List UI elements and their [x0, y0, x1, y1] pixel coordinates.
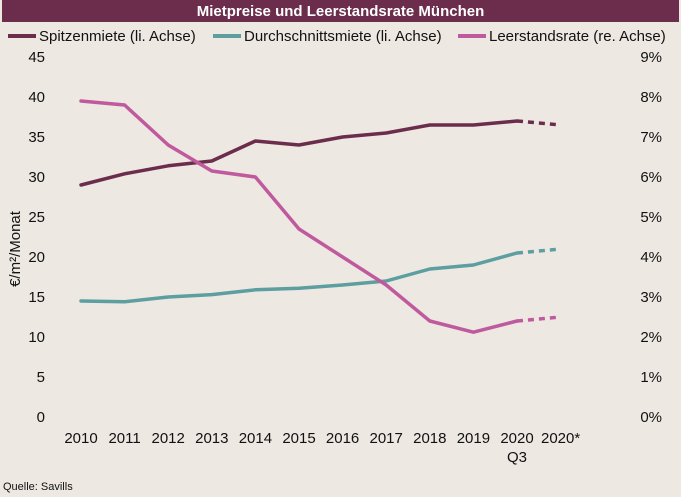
legend-label-1: Durchschnittsmiete (li. Achse)	[244, 28, 442, 45]
x-tick-label: 2011	[108, 430, 140, 447]
legend-label-0: Spitzenmiete (li. Achse)	[39, 28, 196, 45]
x-axis-ticks: 2010 2011 2012 2013 2014 2015 2016 2017 2018 2019…	[64, 430, 580, 466]
series-forecast-line-1	[516, 247, 561, 255]
right-tick-label: 1%	[640, 369, 662, 386]
x-tick-label: 2019	[457, 430, 490, 447]
series-lines	[79, 99, 561, 334]
x-tick-label: 2018	[413, 430, 446, 447]
series-forecast-line-2	[516, 315, 561, 323]
left-axis-ticks: 0 5 10 15 20 25 30 35 40 45	[28, 49, 45, 426]
left-tick-label: 20	[28, 249, 45, 266]
x-tick-label: 2013	[195, 430, 228, 447]
left-tick-label: 10	[28, 329, 45, 346]
chart-title: Mietpreise und Leerstandsrate München	[2, 0, 679, 22]
x-tick-label: 2010	[64, 430, 97, 447]
left-tick-label: 0	[37, 409, 45, 426]
right-tick-label: 9%	[640, 49, 662, 66]
right-tick-label: 5%	[640, 209, 662, 226]
x-tick-label: 2017	[370, 430, 403, 447]
x-tick-label: 2016	[326, 430, 359, 447]
source-note: Quelle: Savills	[3, 481, 73, 493]
series-forecast-line-0	[516, 119, 561, 127]
x-tick-label: 2014	[239, 430, 272, 447]
left-tick-label: 25	[28, 209, 45, 226]
left-tick-label: 5	[37, 369, 45, 386]
left-tick-label: 45	[28, 49, 45, 66]
legend: Spitzenmiete (li. Achse) Durchschnittsmie…	[8, 28, 666, 45]
right-tick-label: 7%	[640, 129, 662, 146]
right-tick-label: 4%	[640, 249, 662, 266]
y-axis-label: €/m²/Monat	[7, 210, 24, 287]
x-tick-sublabel: Q3	[507, 449, 527, 466]
series-line-0	[79, 119, 519, 187]
series-line-1	[79, 251, 519, 304]
right-tick-label: 3%	[640, 289, 662, 306]
x-tick-label: 2015	[282, 430, 315, 447]
x-tick-label: 2020*	[541, 430, 580, 447]
legend-label-2: Leerstandsrate (re. Achse)	[489, 28, 666, 45]
right-tick-label: 0%	[640, 409, 662, 426]
left-tick-label: 30	[28, 169, 45, 186]
right-axis-ticks: 0% 1% 2% 3% 4% 5% 6% 7% 8% 9%	[640, 49, 662, 426]
x-tick-label: 2020	[500, 430, 533, 447]
x-tick-label: 2012	[152, 430, 185, 447]
right-tick-label: 2%	[640, 329, 662, 346]
right-tick-label: 6%	[640, 169, 662, 186]
right-tick-label: 8%	[640, 89, 662, 106]
left-tick-label: 40	[28, 89, 45, 106]
left-tick-label: 35	[28, 129, 45, 146]
left-tick-label: 15	[28, 289, 45, 306]
series-line-2	[79, 99, 519, 334]
